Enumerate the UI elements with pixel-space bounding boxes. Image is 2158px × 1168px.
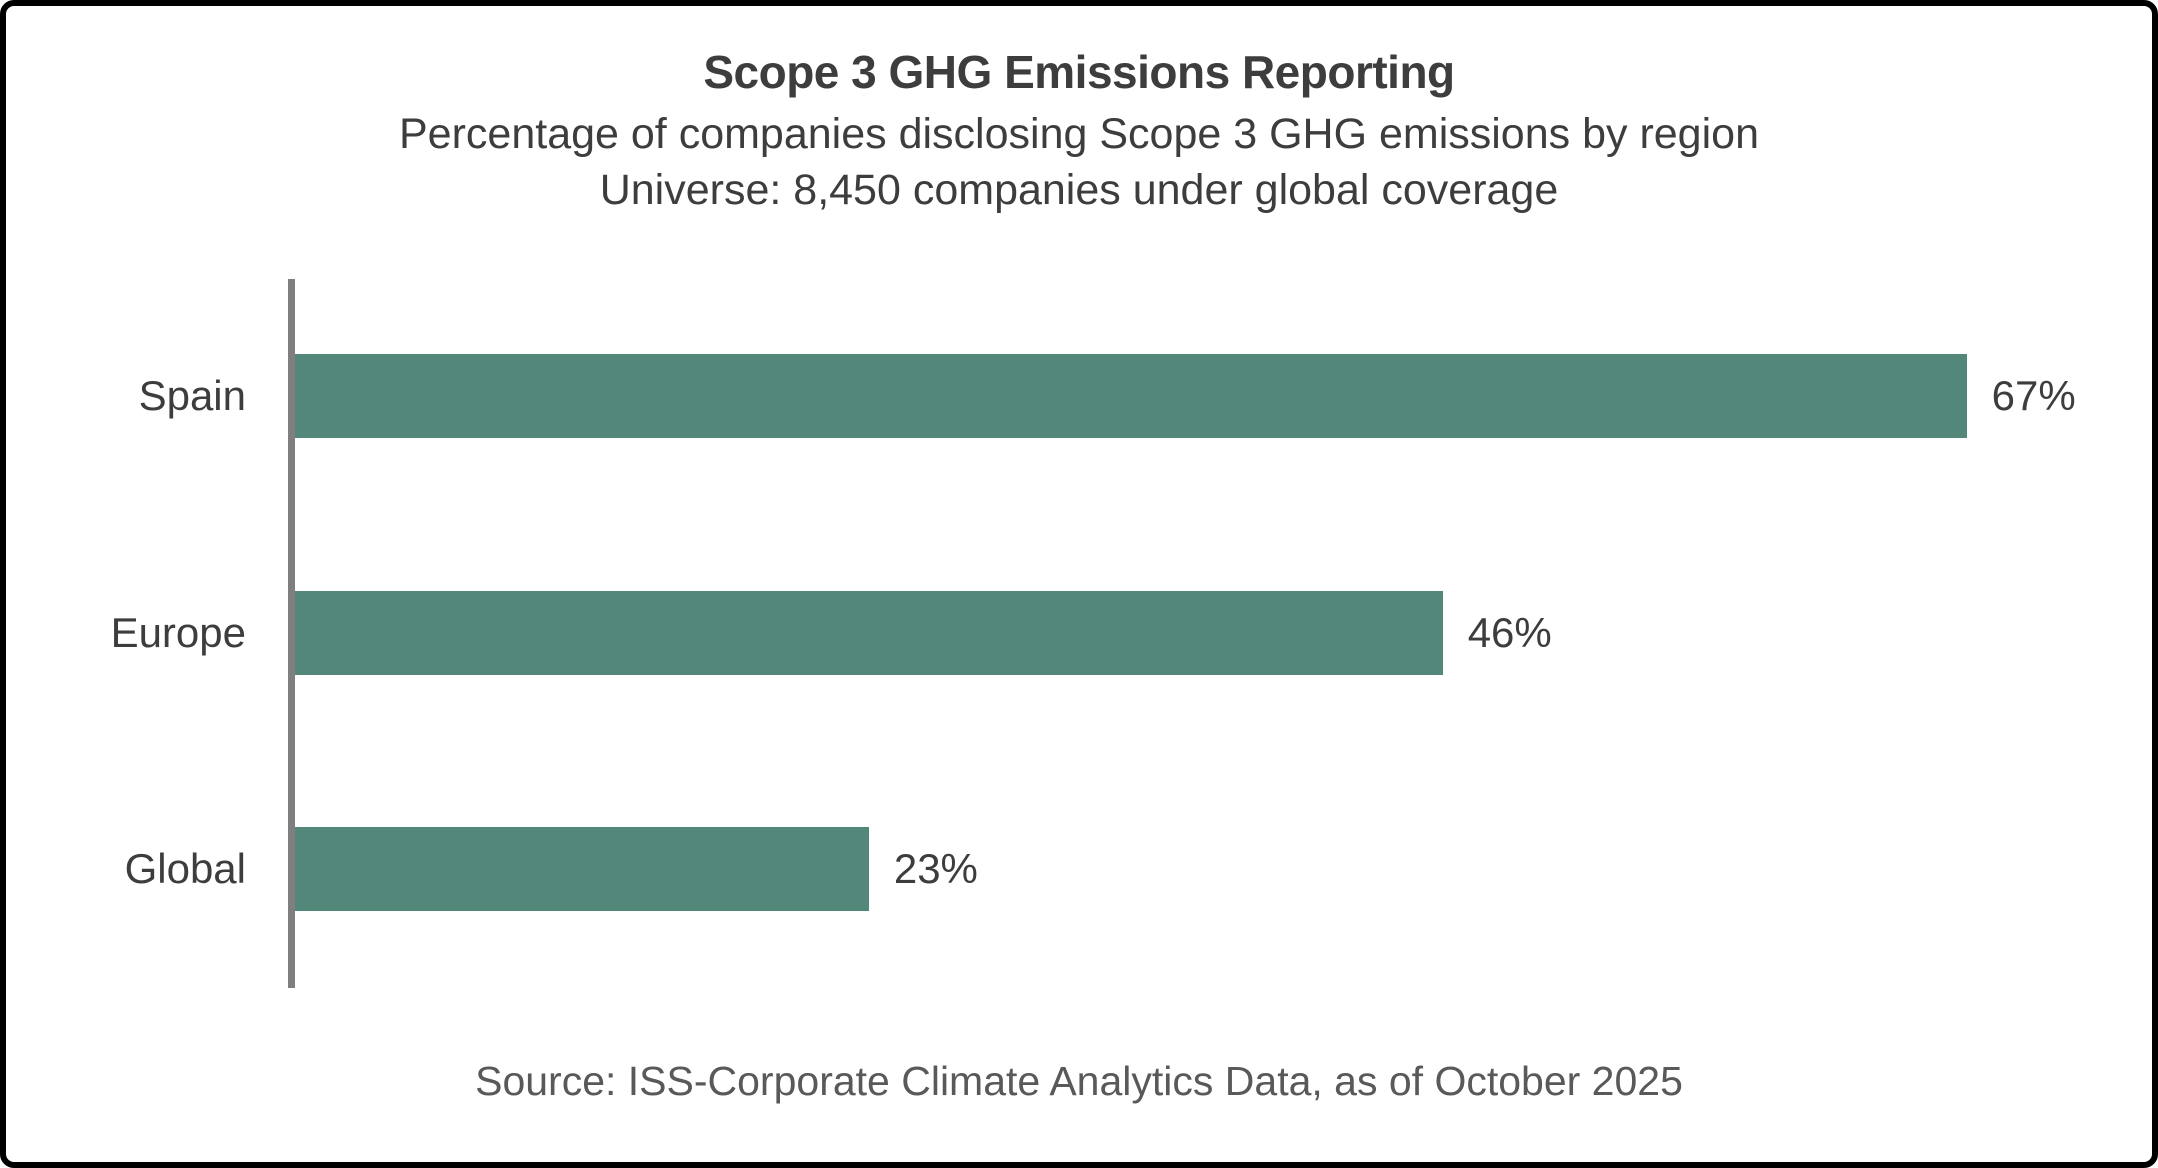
chart-header: Scope 3 GHG Emissions Reporting Percenta… [6,46,2152,218]
bar [295,354,1967,438]
chart-universe-note: Universe: 8,450 companies under global c… [599,166,1559,214]
value-label: 67% [1991,372,2076,419]
bar [295,590,1443,675]
bar [295,827,869,911]
chart-subtitle: Percentage of companies disclosing Scope… [399,110,1759,158]
chart-row: Global 23% [6,827,2152,911]
category-label: Global [124,845,246,892]
y-axis-line [288,279,295,988]
category-label: Spain [138,372,246,419]
category-label: Europe [110,608,246,656]
chart-subtitle-block: Percentage of companies disclosing Scope… [6,106,2152,218]
chart-title: Scope 3 GHG Emissions Reporting [703,46,1455,98]
chart-row: Spain 67% [6,354,2152,438]
source-caption: Source: ISS-Corporate Climate Analytics … [475,1058,1683,1104]
value-label: 46% [1467,608,1552,656]
value-label: 23% [893,845,978,892]
plot-area: Spain 67% Europe 46% Global 23% [6,279,2152,988]
chart-row: Europe 46% [6,590,2152,675]
